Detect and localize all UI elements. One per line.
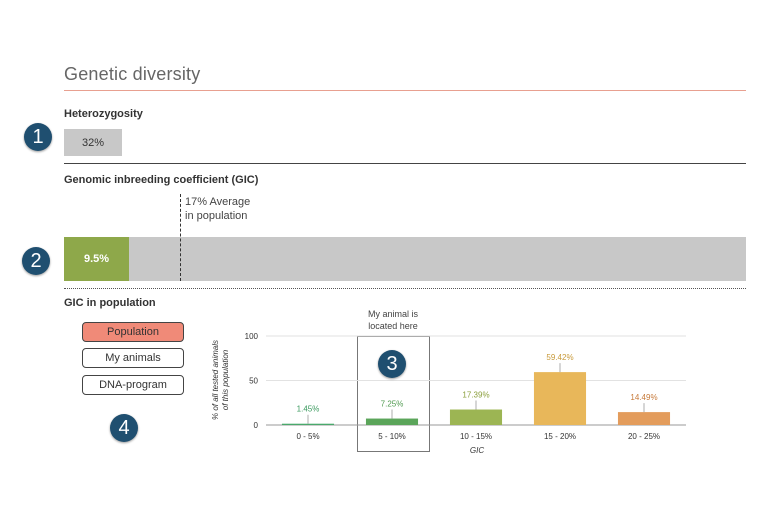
y-axis-label-line1: % of all tested animals: [211, 340, 220, 420]
gic-bar-fill: 9.5%: [64, 237, 129, 281]
step-badge-4: 4: [110, 414, 138, 442]
bar-data-label: 1.45%: [297, 405, 320, 414]
x-axis-label: GIC: [470, 446, 484, 455]
x-tick-label: 15 - 20%: [544, 432, 576, 441]
bar-data-label: 17.39%: [462, 391, 489, 400]
bar-data-label: 59.42%: [546, 353, 573, 362]
step-badge-2: 2: [22, 247, 50, 275]
average-label-line1: 17% Average: [185, 196, 251, 208]
average-label: 17% Average in population: [185, 195, 250, 223]
bar-data-label: 7.25%: [381, 400, 404, 409]
toggle-population[interactable]: Population: [82, 322, 184, 342]
toggle-my-animals[interactable]: My animals: [82, 348, 184, 368]
step-badge-2-number: 2: [30, 249, 42, 272]
x-tick-label: 5 - 10%: [378, 432, 406, 441]
gic-bar-track: [64, 237, 746, 281]
chart-bar: [449, 409, 503, 425]
heterozygosity-value: 32%: [81, 136, 105, 149]
title-divider: [64, 90, 746, 91]
step-badge-1: 1: [24, 123, 52, 151]
chart-bar: [281, 423, 335, 425]
y-tick-label: 50: [249, 377, 258, 386]
x-tick-label: 0 - 5%: [296, 432, 319, 441]
gic-value: 9.5%: [83, 253, 110, 265]
y-tick-label: 0: [254, 421, 259, 430]
average-label-line2: in population: [185, 210, 248, 222]
section-divider: [64, 163, 746, 164]
section-title: Genetic diversity: [64, 64, 201, 84]
x-tick-label: 20 - 25%: [628, 432, 660, 441]
chart-bar: [617, 412, 671, 425]
x-tick-label: 10 - 15%: [460, 432, 492, 441]
bar-data-label: 14.49%: [630, 393, 657, 402]
step-badge-1-number: 1: [32, 125, 44, 148]
step-badge-3: 3: [378, 350, 406, 378]
heterozygosity-label: Heterozygosity: [64, 108, 143, 120]
step-badge-4-number: 4: [118, 416, 130, 439]
step-badge-3-number: 3: [386, 352, 398, 375]
population-label: GIC in population: [64, 297, 156, 309]
chart-bar: [533, 372, 587, 425]
my-animal-note: My animal is located here: [350, 308, 436, 332]
gic-population-chart: 1.45% 7.25% 17.39% 59.42% 14.49% 0 50 100 0 - 5…: [211, 332, 686, 455]
heterozygosity-bar: 32%: [64, 129, 122, 156]
my-animal-note-line2: located here: [368, 321, 418, 331]
toggle-dna-program[interactable]: DNA-program: [82, 375, 184, 395]
y-tick-label: 100: [245, 332, 259, 341]
chart-bar: [365, 418, 419, 425]
my-animal-note-line1: My animal is: [367, 309, 418, 319]
average-marker-line: [180, 194, 181, 281]
dotted-divider: [64, 288, 746, 289]
gic-label: Genomic inbreeding coefficient (GIC): [64, 174, 259, 186]
y-axis-label-line2: of this population: [221, 349, 230, 410]
